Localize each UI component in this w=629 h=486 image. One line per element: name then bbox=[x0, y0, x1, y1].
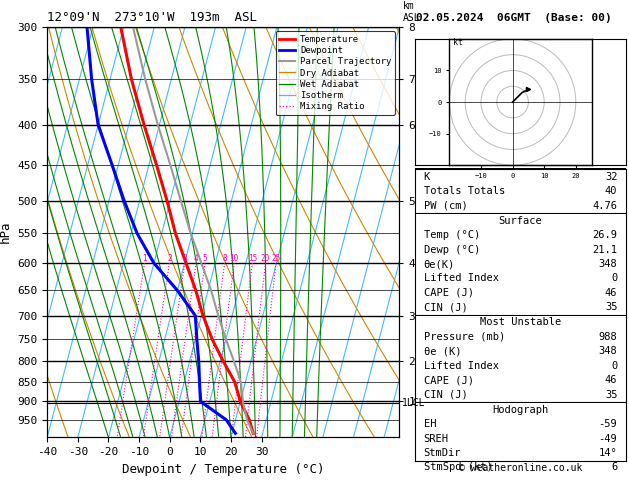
Text: Pressure (mb): Pressure (mb) bbox=[423, 332, 505, 342]
Text: km
ASL: km ASL bbox=[403, 1, 421, 23]
Text: 2: 2 bbox=[167, 254, 172, 263]
Text: 8: 8 bbox=[222, 254, 227, 263]
Text: 348: 348 bbox=[599, 346, 618, 356]
Text: 35: 35 bbox=[605, 390, 618, 399]
Text: PW (cm): PW (cm) bbox=[423, 201, 467, 210]
Text: kt: kt bbox=[453, 38, 462, 47]
Y-axis label: hPa: hPa bbox=[0, 221, 12, 243]
Text: 0: 0 bbox=[611, 274, 618, 283]
Text: 26.9: 26.9 bbox=[593, 230, 618, 240]
Text: StmDir: StmDir bbox=[423, 448, 461, 458]
Text: EH: EH bbox=[423, 419, 436, 429]
Text: CAPE (J): CAPE (J) bbox=[423, 375, 474, 385]
Text: 4.76: 4.76 bbox=[593, 201, 618, 210]
Text: Most Unstable: Most Unstable bbox=[480, 317, 561, 328]
Text: -59: -59 bbox=[599, 419, 618, 429]
Text: 46: 46 bbox=[605, 375, 618, 385]
Text: 6: 6 bbox=[611, 462, 618, 472]
Text: © weatheronline.co.uk: © weatheronline.co.uk bbox=[459, 463, 582, 473]
X-axis label: Dewpoint / Temperature (°C): Dewpoint / Temperature (°C) bbox=[122, 463, 325, 476]
Text: 15: 15 bbox=[248, 254, 257, 263]
Text: 02.05.2024  06GMT  (Base: 00): 02.05.2024 06GMT (Base: 00) bbox=[416, 13, 612, 23]
Text: 5: 5 bbox=[203, 254, 208, 263]
Text: 348: 348 bbox=[599, 259, 618, 269]
Text: 14°: 14° bbox=[599, 448, 618, 458]
Text: 1LCL: 1LCL bbox=[402, 399, 426, 408]
Text: 25: 25 bbox=[272, 254, 281, 263]
Text: 46: 46 bbox=[605, 288, 618, 298]
Text: 35: 35 bbox=[605, 302, 618, 312]
Legend: Temperature, Dewpoint, Parcel Trajectory, Dry Adiabat, Wet Adiabat, Isotherm, Mi: Temperature, Dewpoint, Parcel Trajectory… bbox=[276, 31, 395, 115]
Text: -49: -49 bbox=[599, 434, 618, 444]
Text: CIN (J): CIN (J) bbox=[423, 302, 467, 312]
Text: 4: 4 bbox=[194, 254, 198, 263]
Text: 20: 20 bbox=[261, 254, 270, 263]
Text: Totals Totals: Totals Totals bbox=[423, 186, 505, 196]
Text: SREH: SREH bbox=[423, 434, 448, 444]
Text: 40: 40 bbox=[605, 186, 618, 196]
Text: 32: 32 bbox=[605, 172, 618, 182]
Text: CAPE (J): CAPE (J) bbox=[423, 288, 474, 298]
Text: Dewp (°C): Dewp (°C) bbox=[423, 244, 480, 255]
Text: 21.1: 21.1 bbox=[593, 244, 618, 255]
Text: 1: 1 bbox=[142, 254, 147, 263]
Text: Temp (°C): Temp (°C) bbox=[423, 230, 480, 240]
Text: Surface: Surface bbox=[499, 216, 542, 226]
Text: Hodograph: Hodograph bbox=[493, 405, 548, 415]
Text: 12°09'N  273°10'W  193m  ASL: 12°09'N 273°10'W 193m ASL bbox=[47, 11, 257, 24]
Text: 0: 0 bbox=[611, 361, 618, 371]
Text: Lifted Index: Lifted Index bbox=[423, 361, 499, 371]
Text: θe(K): θe(K) bbox=[423, 259, 455, 269]
Text: K: K bbox=[423, 172, 430, 182]
Text: CIN (J): CIN (J) bbox=[423, 390, 467, 399]
Text: 10: 10 bbox=[230, 254, 239, 263]
Text: 3: 3 bbox=[182, 254, 187, 263]
Text: Lifted Index: Lifted Index bbox=[423, 274, 499, 283]
Text: StmSpd (kt): StmSpd (kt) bbox=[423, 462, 493, 472]
Text: 988: 988 bbox=[599, 332, 618, 342]
Text: θe (K): θe (K) bbox=[423, 346, 461, 356]
